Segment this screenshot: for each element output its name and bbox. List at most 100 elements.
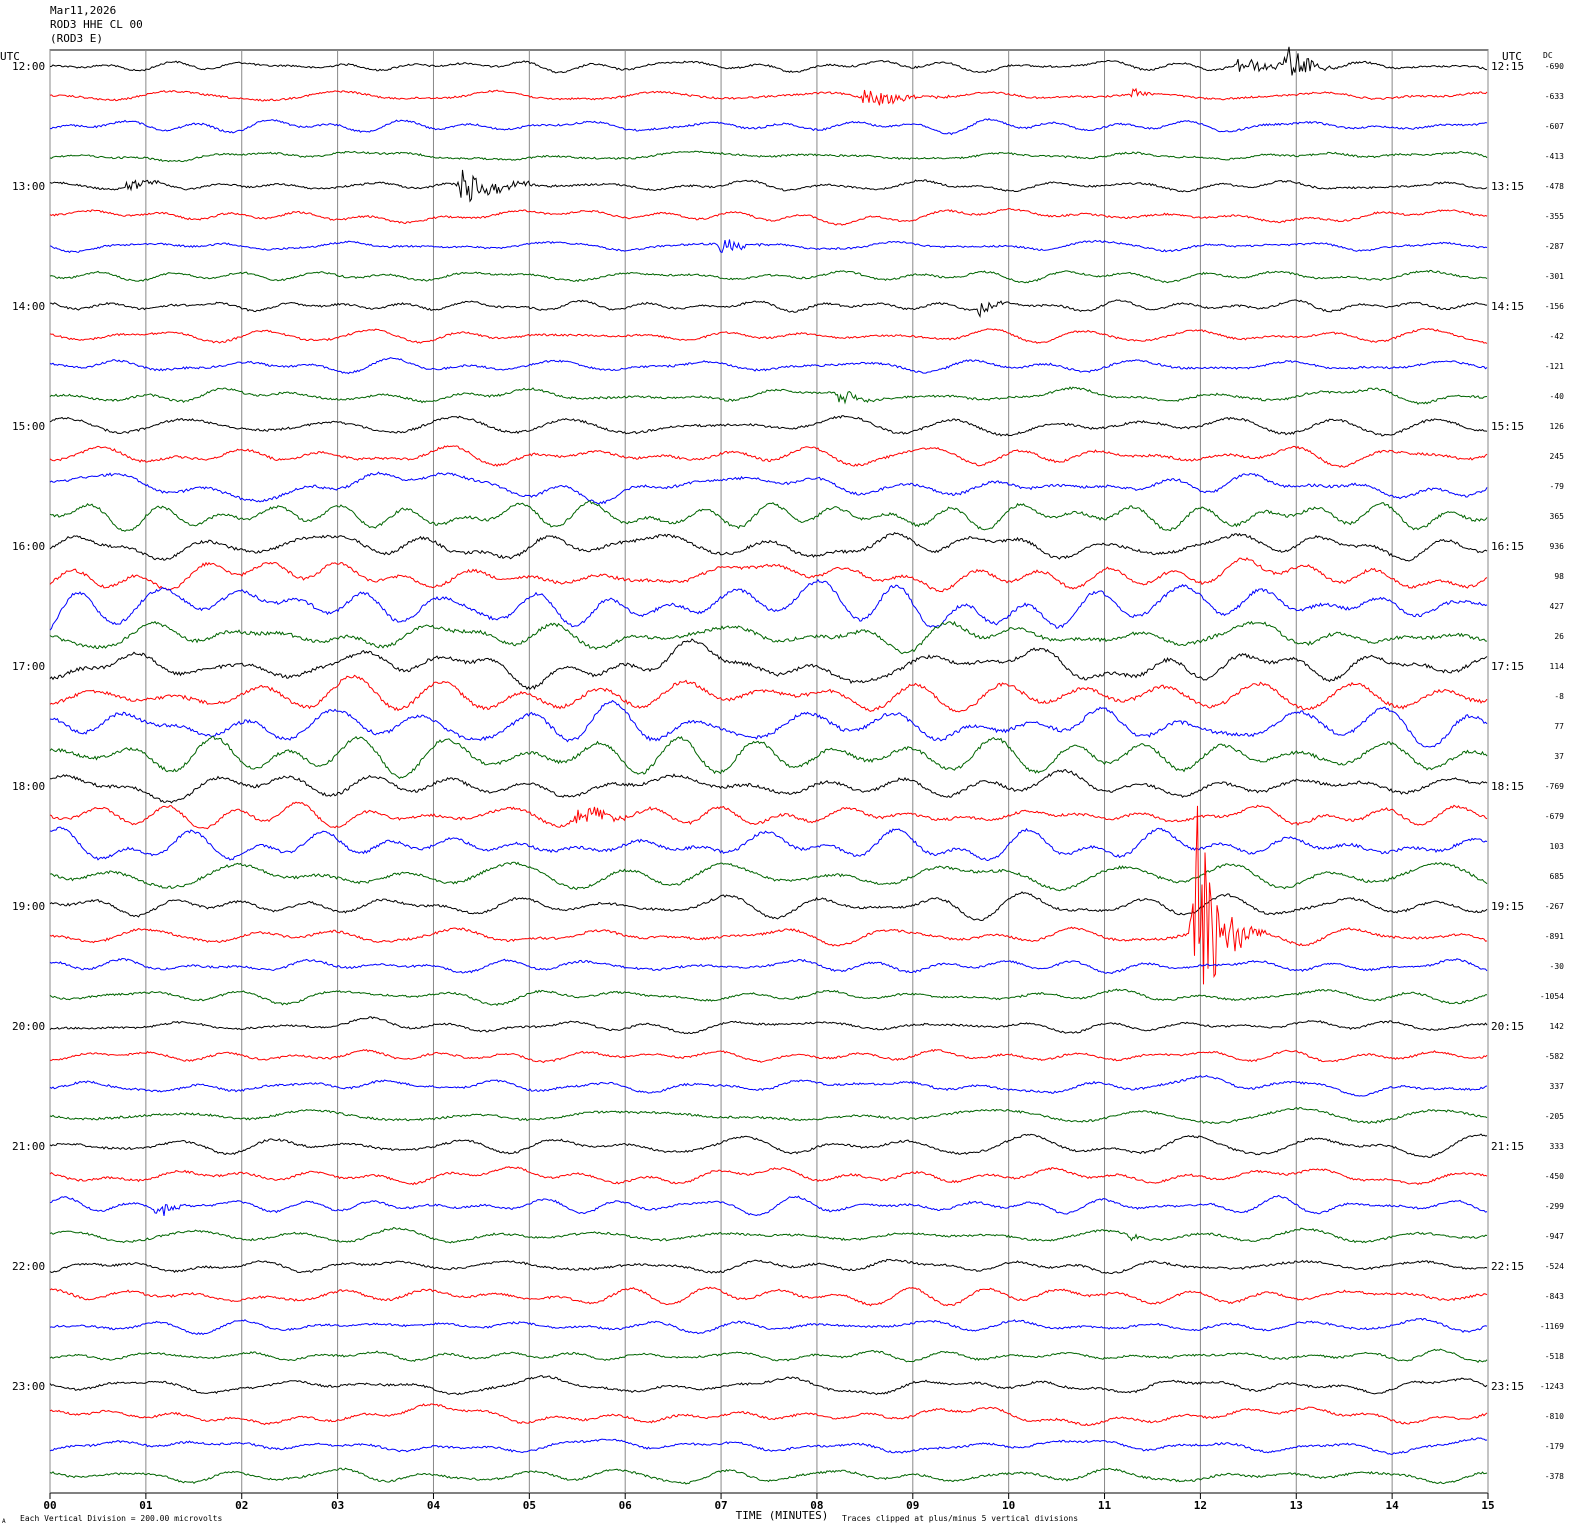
trace-15 (49, 500, 1488, 532)
right-hour-label: 13:15 (1491, 180, 1524, 193)
trace-13 (49, 445, 1488, 468)
trace-34 (49, 1074, 1488, 1097)
left-hour-label: 14:00 (12, 300, 45, 313)
trace-24 (50, 769, 1488, 804)
trace-8 (49, 299, 1487, 319)
trace-39 (49, 1227, 1488, 1244)
left-hour-label: 16:00 (12, 540, 45, 553)
right-hour-label: 20:15 (1491, 1020, 1524, 1033)
dc-offset-label: -633 (1545, 92, 1564, 101)
trace-0 (49, 46, 1488, 76)
right-hour-label: 23:15 (1491, 1380, 1524, 1393)
trace-46 (49, 1437, 1488, 1455)
trace-26 (49, 826, 1488, 862)
right-hour-label: 14:15 (1491, 300, 1524, 313)
dc-offset-label: 103 (1550, 842, 1565, 851)
left-hour-label: 20:00 (12, 1020, 45, 1033)
left-hour-label: 13:00 (12, 180, 45, 193)
dc-offset-label: -299 (1545, 1202, 1564, 1211)
x-axis-label: TIME (MINUTES) (736, 1509, 829, 1522)
x-tick-label: 14 (1386, 1499, 1400, 1512)
right-hour-label: 19:15 (1491, 900, 1524, 913)
left-hour-label: 19:00 (12, 900, 45, 913)
dc-offset-label: -413 (1545, 152, 1564, 161)
trace-14 (49, 471, 1488, 505)
dc-offset-label: -843 (1545, 1292, 1564, 1301)
right-hour-label: 12:15 (1491, 60, 1524, 73)
left-hour-label: 21:00 (12, 1140, 45, 1153)
x-tick-label: 12 (1194, 1499, 1207, 1512)
x-tick-label: 06 (619, 1499, 633, 1512)
dc-offset-label: -30 (1550, 962, 1565, 971)
trace-28 (49, 891, 1488, 922)
left-hour-label: 23:00 (12, 1380, 45, 1393)
x-tick-label: 02 (235, 1499, 248, 1512)
trace-1 (49, 87, 1488, 106)
trace-29 (49, 805, 1488, 985)
trace-3 (49, 150, 1488, 163)
trace-35 (49, 1106, 1488, 1125)
dc-offset-label: 98 (1554, 572, 1564, 581)
utc-right-label: UTC (1502, 50, 1522, 63)
trace-5 (49, 208, 1488, 226)
trace-40 (49, 1258, 1488, 1275)
trace-43 (49, 1348, 1488, 1364)
dc-offset-label: -891 (1545, 932, 1564, 941)
dc-offset-label: 685 (1550, 872, 1565, 881)
right-hour-label: 21:15 (1491, 1140, 1524, 1153)
trace-25 (49, 801, 1488, 830)
dc-offset-label: -42 (1550, 332, 1565, 341)
dc-offset-label: -524 (1545, 1262, 1564, 1271)
trace-7 (49, 269, 1488, 284)
dc-offset-label: -1054 (1540, 992, 1564, 1001)
x-tick-label: 00 (43, 1499, 56, 1512)
dc-offset-label: 37 (1554, 752, 1564, 761)
x-tick-label: 11 (1098, 1499, 1112, 1512)
dc-offset-label: -378 (1545, 1472, 1564, 1481)
dc-offset-label: -810 (1545, 1412, 1564, 1421)
dc-offset-label: -205 (1545, 1112, 1564, 1121)
plot-frame (49, 49, 1489, 1494)
right-hour-label: 17:15 (1491, 660, 1524, 673)
x-tick-label: 13 (1290, 1499, 1303, 1512)
trace-44 (49, 1375, 1488, 1396)
trace-22 (49, 699, 1488, 748)
dc-offset-label: -121 (1545, 362, 1564, 371)
dc-offset-label: 126 (1550, 422, 1565, 431)
dc-offset-label: -947 (1545, 1232, 1564, 1241)
trace-20 (49, 638, 1488, 691)
x-tick-label: 15 (1481, 1499, 1494, 1512)
x-tick-label: 04 (427, 1499, 441, 1512)
trace-18 (49, 578, 1488, 631)
dc-offset-label: -450 (1545, 1172, 1564, 1181)
dc-offset-label: -582 (1545, 1052, 1564, 1061)
right-hour-label: 15:15 (1491, 420, 1524, 433)
left-hour-label: 22:00 (12, 1260, 45, 1273)
trace-9 (49, 327, 1488, 344)
dc-offset-label: -769 (1545, 782, 1564, 791)
dc-offset-label: -679 (1545, 812, 1564, 821)
station-alt-label: (ROD3 E) (50, 32, 103, 45)
trace-6 (49, 239, 1488, 254)
dc-offset-label: 337 (1550, 1082, 1565, 1091)
trace-47 (49, 1467, 1488, 1485)
trace-31 (49, 988, 1487, 1007)
dc-offset-label: 114 (1550, 662, 1565, 671)
dc-offset-label: -518 (1545, 1352, 1564, 1361)
dc-offset-label: -179 (1545, 1442, 1564, 1451)
x-tick-label: 08 (810, 1499, 823, 1512)
corner-mark: A (2, 1518, 6, 1525)
trace-23 (49, 735, 1488, 779)
dc-offset-label: -156 (1545, 302, 1564, 311)
trace-27 (49, 861, 1488, 892)
station-label: ROD3 HHE CL 00 (50, 18, 143, 31)
x-tick-label: 07 (714, 1499, 727, 1512)
trace-30 (49, 957, 1488, 975)
trace-4 (49, 169, 1488, 203)
clip-note: Traces clipped at plus/minus 5 vertical … (842, 1514, 1078, 1523)
trace-17 (49, 557, 1488, 593)
left-hour-labels: 12:00 13:00 14:00 15:00 16:00 17:00 18:00 19:00… (12, 60, 45, 1393)
dc-offset-label: -690 (1545, 62, 1564, 71)
x-tick-label: 09 (906, 1499, 919, 1512)
